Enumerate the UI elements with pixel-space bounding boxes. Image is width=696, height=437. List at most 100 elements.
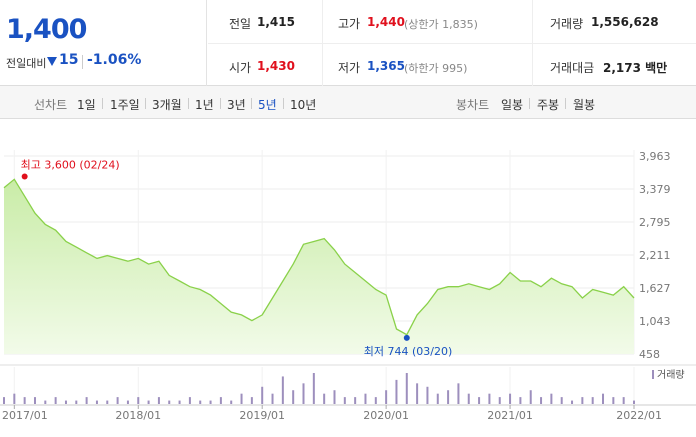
volume-bar — [405, 373, 408, 404]
volume-bar — [364, 393, 367, 404]
toolbar-divider — [565, 98, 566, 109]
volume-bar — [157, 397, 160, 404]
high-annotation: 최고 3,600 (02/24) — [21, 159, 120, 172]
volume-bar — [633, 400, 635, 404]
period-1y[interactable]: 1년 — [195, 98, 214, 112]
lower-limit: (하한가 995) — [404, 62, 468, 75]
amount-value: 2,173 백만 — [603, 61, 668, 75]
y-tick-label: 3,379 — [639, 183, 671, 196]
volume-bar — [116, 397, 119, 404]
volume-bar — [168, 400, 171, 404]
volume-bar — [95, 400, 98, 404]
volume-bar — [478, 397, 481, 404]
volume-bar — [550, 393, 553, 404]
y-tick-label: 1,627 — [639, 282, 671, 295]
period-10y[interactable]: 10년 — [290, 98, 317, 112]
volume-label: 거래량 — [550, 17, 584, 31]
volume-bar — [457, 383, 460, 404]
volume-bar — [219, 397, 222, 404]
x-tick-label: 2021/01 — [487, 409, 533, 422]
volume-bar — [23, 397, 26, 404]
volume-bar — [261, 386, 264, 404]
volume-bar — [509, 393, 512, 404]
x-tick-label: 2018/01 — [115, 409, 161, 422]
volume-bar — [75, 400, 78, 404]
change-percent: -1.06% — [87, 52, 142, 68]
volume-bar — [498, 397, 501, 404]
volume-bar — [436, 393, 439, 404]
volume-bar — [188, 397, 191, 404]
volume-bar — [488, 393, 491, 404]
candle-monthly[interactable]: 월봉 — [573, 98, 596, 112]
high-marker — [21, 173, 28, 180]
volume-bar — [560, 397, 563, 404]
volume-bar — [529, 390, 532, 404]
low-marker — [403, 334, 410, 341]
volume-bar — [33, 397, 36, 404]
y-tick-label: 2,795 — [639, 216, 671, 229]
volume-bar — [106, 400, 109, 404]
price-box: 1,400 전일대비 15 -1.06% — [0, 0, 207, 86]
volume-bar — [323, 393, 326, 404]
volume-bar — [271, 393, 274, 404]
volume-bar — [519, 397, 522, 404]
toolbar-divider — [102, 98, 103, 109]
period-3y[interactable]: 3년 — [227, 98, 246, 112]
price-area — [4, 179, 634, 354]
toolbar-divider — [220, 98, 221, 109]
prev-close-value: 1,415 — [257, 15, 295, 29]
volume-bar — [467, 393, 470, 404]
open-label: 시가 — [229, 61, 252, 75]
volume-bar — [581, 397, 584, 404]
period-1d[interactable]: 1일 — [77, 98, 96, 112]
volume-bar — [147, 400, 150, 404]
volume-bar — [137, 397, 140, 404]
volume-bar — [85, 397, 88, 404]
volume-bar — [395, 379, 398, 404]
low-annotation: 최저 744 (03/20) — [364, 345, 453, 358]
volume-bar — [178, 400, 181, 404]
volume-bar — [64, 400, 67, 404]
prev-close-label: 전일 — [229, 17, 252, 31]
amount-label: 거래대금 — [550, 61, 595, 75]
volume-bar — [13, 393, 16, 404]
period-3m[interactable]: 3개월 — [152, 98, 182, 112]
volume-bar — [374, 397, 377, 404]
current-price: 1,400 — [6, 14, 87, 45]
change-divider — [82, 55, 83, 69]
change-label: 전일대비 — [6, 57, 47, 70]
chart-toolbar: 선차트 1일 1주일 3개월 1년 3년 5년 10년 봉차트 일봉 주봉 월봉 — [0, 86, 696, 119]
change-value: 15 — [59, 52, 79, 68]
candle-daily[interactable]: 일봉 — [501, 98, 524, 112]
volume-bar — [250, 397, 253, 404]
candle-chart-label: 봉차트 — [456, 98, 490, 112]
candle-weekly[interactable]: 주봉 — [537, 98, 560, 112]
volume-bar — [612, 397, 615, 404]
volume-bar — [281, 376, 284, 404]
volume-bar — [354, 397, 357, 404]
toolbar-divider — [529, 98, 530, 109]
period-5y[interactable]: 5년 — [258, 98, 277, 112]
y-tick-label: 2,211 — [639, 249, 671, 262]
volume-bar — [209, 400, 212, 404]
low-label: 저가 — [338, 61, 361, 75]
volume-bar — [230, 400, 233, 404]
volume-bar — [302, 383, 305, 404]
volume-bar — [426, 386, 429, 404]
toolbar-divider — [188, 98, 189, 109]
upper-limit: (상한가 1,835) — [404, 18, 478, 31]
high-value: 1,440 — [367, 15, 405, 29]
quote-panel: 1,400 전일대비 15 -1.06% 전일 1,415 시가 1,430 고… — [0, 0, 696, 86]
volume-bar — [240, 393, 243, 404]
volume-bar — [385, 390, 388, 404]
volume-value: 1,556,628 — [591, 15, 659, 29]
volume-bar — [312, 373, 315, 404]
volume-bar — [540, 397, 543, 404]
price-line — [3, 178, 635, 336]
period-1w[interactable]: 1주일 — [110, 98, 140, 112]
toolbar-divider — [283, 98, 284, 109]
line-chart-label: 선차트 — [34, 98, 68, 112]
y-tick-label: 1,043 — [639, 315, 671, 328]
volume-bar — [622, 397, 625, 404]
volume-bar — [591, 397, 594, 404]
